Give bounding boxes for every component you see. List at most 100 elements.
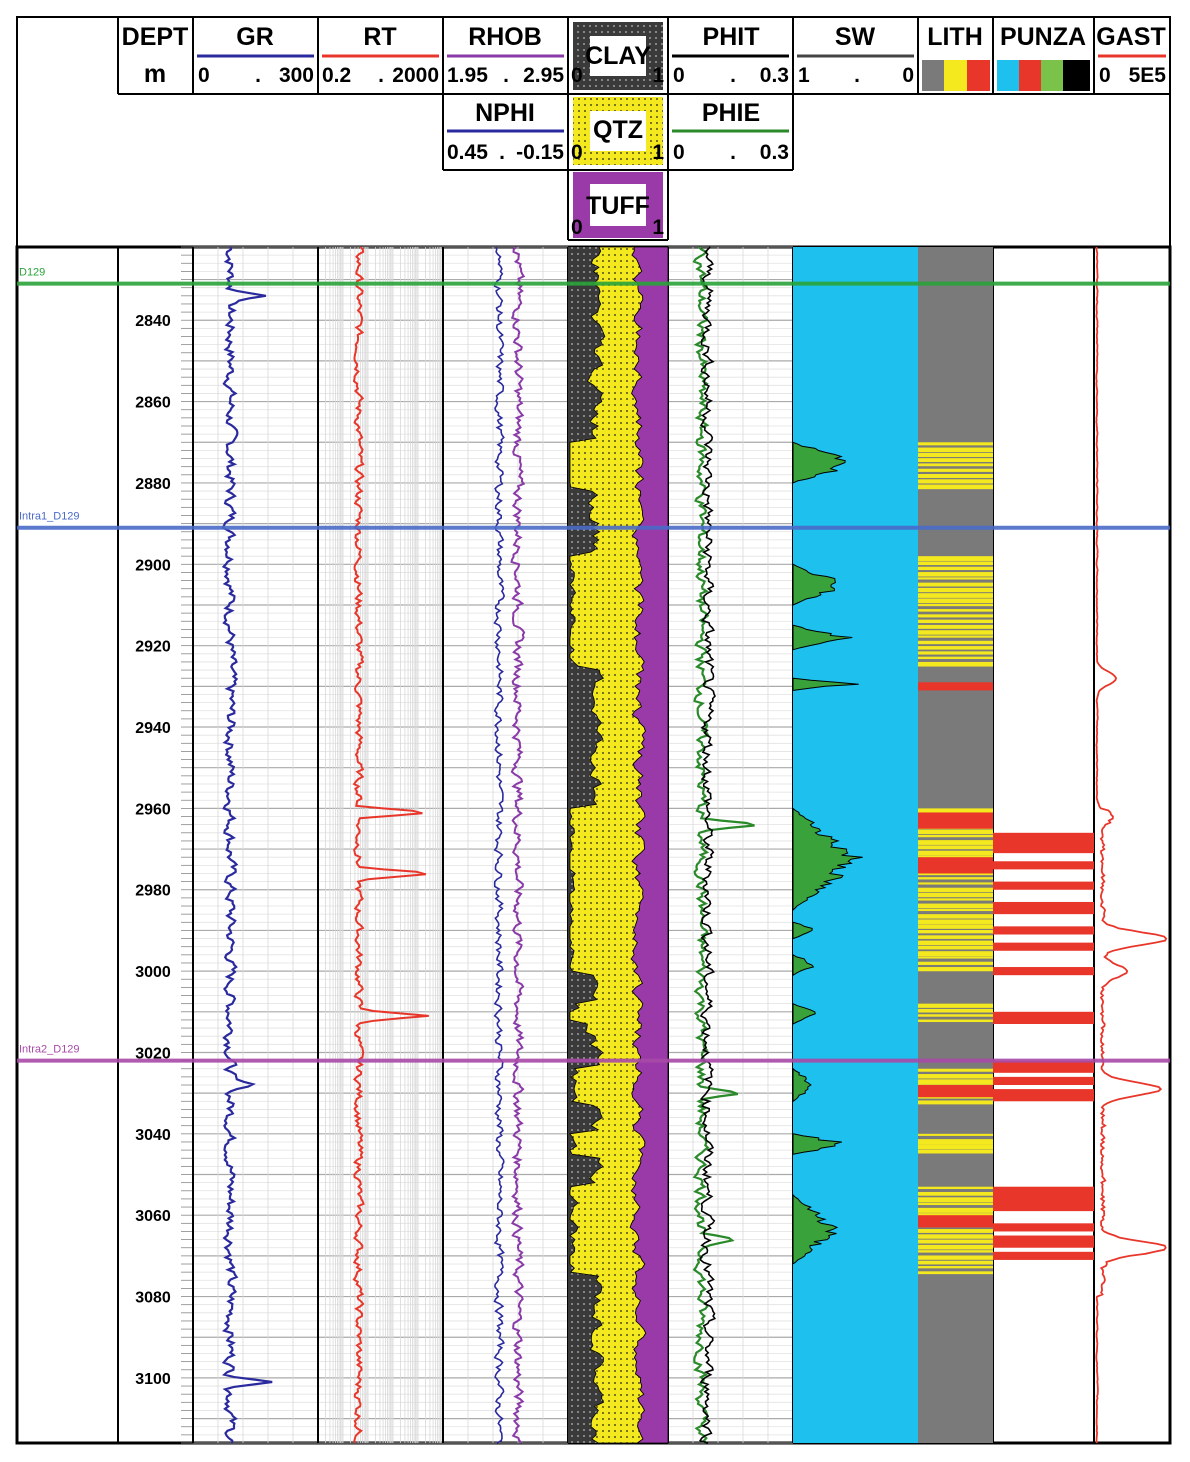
marker-label: Intra2_D129 [19, 1044, 80, 1056]
lith-sand-band [918, 598, 993, 603]
lith-sand-band [918, 967, 993, 972]
punza-interval [993, 967, 1094, 976]
lith-sand-band [918, 624, 993, 629]
lith-sand-band [918, 956, 993, 959]
lith-sand-band [918, 1260, 993, 1265]
lith-sand-band [918, 646, 993, 650]
sw-scale-max: 0 [902, 64, 914, 87]
tuff-scale-min: 0 [571, 216, 583, 239]
nphi-curve [493, 246, 506, 1444]
lith-sand-band [918, 635, 993, 638]
punza-interval [993, 1186, 1094, 1212]
sw-hydrocarbon-fill [792, 921, 813, 940]
clay-title: CLAY [585, 42, 651, 70]
punza-interval [993, 1011, 1094, 1024]
sw-scale-min: 1 [798, 64, 810, 87]
lith-sand-band [918, 945, 993, 950]
gast-scale-min: 0 [1099, 64, 1111, 87]
lith-sand-band [918, 1144, 993, 1150]
depth-label: 2960 [135, 801, 171, 818]
lith-tuff-band [918, 812, 993, 829]
rhob-scale-max: 2.95 [523, 64, 564, 87]
lith-sand-band [918, 661, 993, 667]
lith-sand-band [918, 829, 993, 835]
lith-sand-band [918, 442, 993, 446]
dept-unit: m [144, 60, 166, 88]
lith-sand-band [918, 1244, 993, 1250]
dept-title: DEPT [122, 23, 189, 51]
punza-interval [993, 942, 1094, 951]
rt-curve [352, 246, 429, 1444]
gr-scale-dot: . [255, 64, 261, 87]
lith-sand-band [918, 452, 993, 458]
sw-hydrocarbon-fill [792, 677, 859, 691]
sw-hydrocarbon-fill [792, 441, 846, 484]
lith-sand-band [918, 924, 993, 929]
phie-scale-dot: . [730, 141, 736, 164]
punza-interval [993, 1251, 1094, 1260]
lith-sand-band [918, 887, 993, 893]
depth-label: 2980 [135, 883, 171, 900]
nphi-title: NPHI [475, 99, 535, 127]
rhob-scale-dot: . [503, 64, 509, 87]
depth-label: 3020 [135, 1045, 171, 1062]
depth-label: 3060 [135, 1208, 171, 1225]
gast-curve [1095, 246, 1168, 1444]
header-labels: DEPT m GR 0 . 300 RT 0.2 . 2000 RHOB 1.9… [122, 23, 1167, 239]
rt-scale-min: 0.2 [322, 64, 351, 87]
lith-sand-band [918, 1197, 993, 1203]
lith-sand-band [918, 898, 993, 901]
lith-sand-band [918, 1234, 993, 1239]
rhob-scale-min: 1.95 [447, 64, 488, 87]
punza-interval [993, 861, 1094, 870]
gr-scale-max: 300 [279, 64, 314, 87]
phie-scale-min: 0 [673, 141, 685, 164]
legend-qtz-swatch [573, 97, 663, 165]
lith-sand-band [918, 1079, 993, 1085]
punza-interval [993, 1089, 1094, 1102]
depth-label: 2880 [135, 476, 171, 493]
lith-sand-band [918, 1074, 993, 1079]
depth-label: 2840 [135, 313, 171, 330]
phie-curve [692, 246, 755, 1444]
sw-hydrocarbon-fill [792, 1068, 812, 1102]
lith-sand-band [918, 479, 993, 484]
lith-sand-band [918, 561, 993, 566]
depth-label: 2900 [135, 557, 171, 574]
lith-tuff-band [918, 682, 993, 691]
lith-sand-band [918, 630, 993, 635]
lith-sand-band [918, 656, 993, 660]
gr-scale-min: 0 [198, 64, 210, 87]
lith-sand-band [918, 935, 993, 939]
lith-sand-band [918, 473, 993, 478]
lith-sand-band [918, 1207, 993, 1213]
tuff-fill [629, 246, 669, 1444]
phit-scale-min: 0 [673, 64, 685, 87]
lith-sand-band [918, 1192, 993, 1196]
punza-title: PUNZA [1000, 23, 1086, 51]
gr-title: GR [236, 23, 274, 51]
lith-sand-band [918, 951, 993, 957]
punza-interval [993, 1076, 1094, 1086]
gast-scale-max: 5E5 [1129, 64, 1167, 87]
lith-sand-band [918, 468, 993, 472]
qtz-scale-max: 1 [652, 141, 664, 164]
nphi-scale-min: 0.45 [447, 141, 488, 164]
lith-sand-band [918, 834, 993, 838]
rhob-curve [510, 246, 526, 1444]
rhob-title: RHOB [468, 23, 542, 51]
lith-sand-band [918, 930, 993, 934]
lith-sand-band [918, 609, 993, 612]
lith-sand-band [918, 619, 993, 624]
lith-sand-band [918, 1239, 993, 1244]
lith-sand-band [918, 1139, 993, 1145]
punza-interval [993, 1235, 1094, 1248]
lith-color-swatches [922, 60, 990, 91]
lith-sand-band [918, 577, 993, 580]
lith-sand-band [918, 614, 993, 618]
phie-scale-max: 0.3 [760, 141, 789, 164]
lith-sand-band [918, 840, 993, 845]
clay-scale-min: 0 [571, 64, 583, 87]
phit-scale-max: 0.3 [760, 64, 789, 87]
punza-interval [993, 1223, 1094, 1232]
